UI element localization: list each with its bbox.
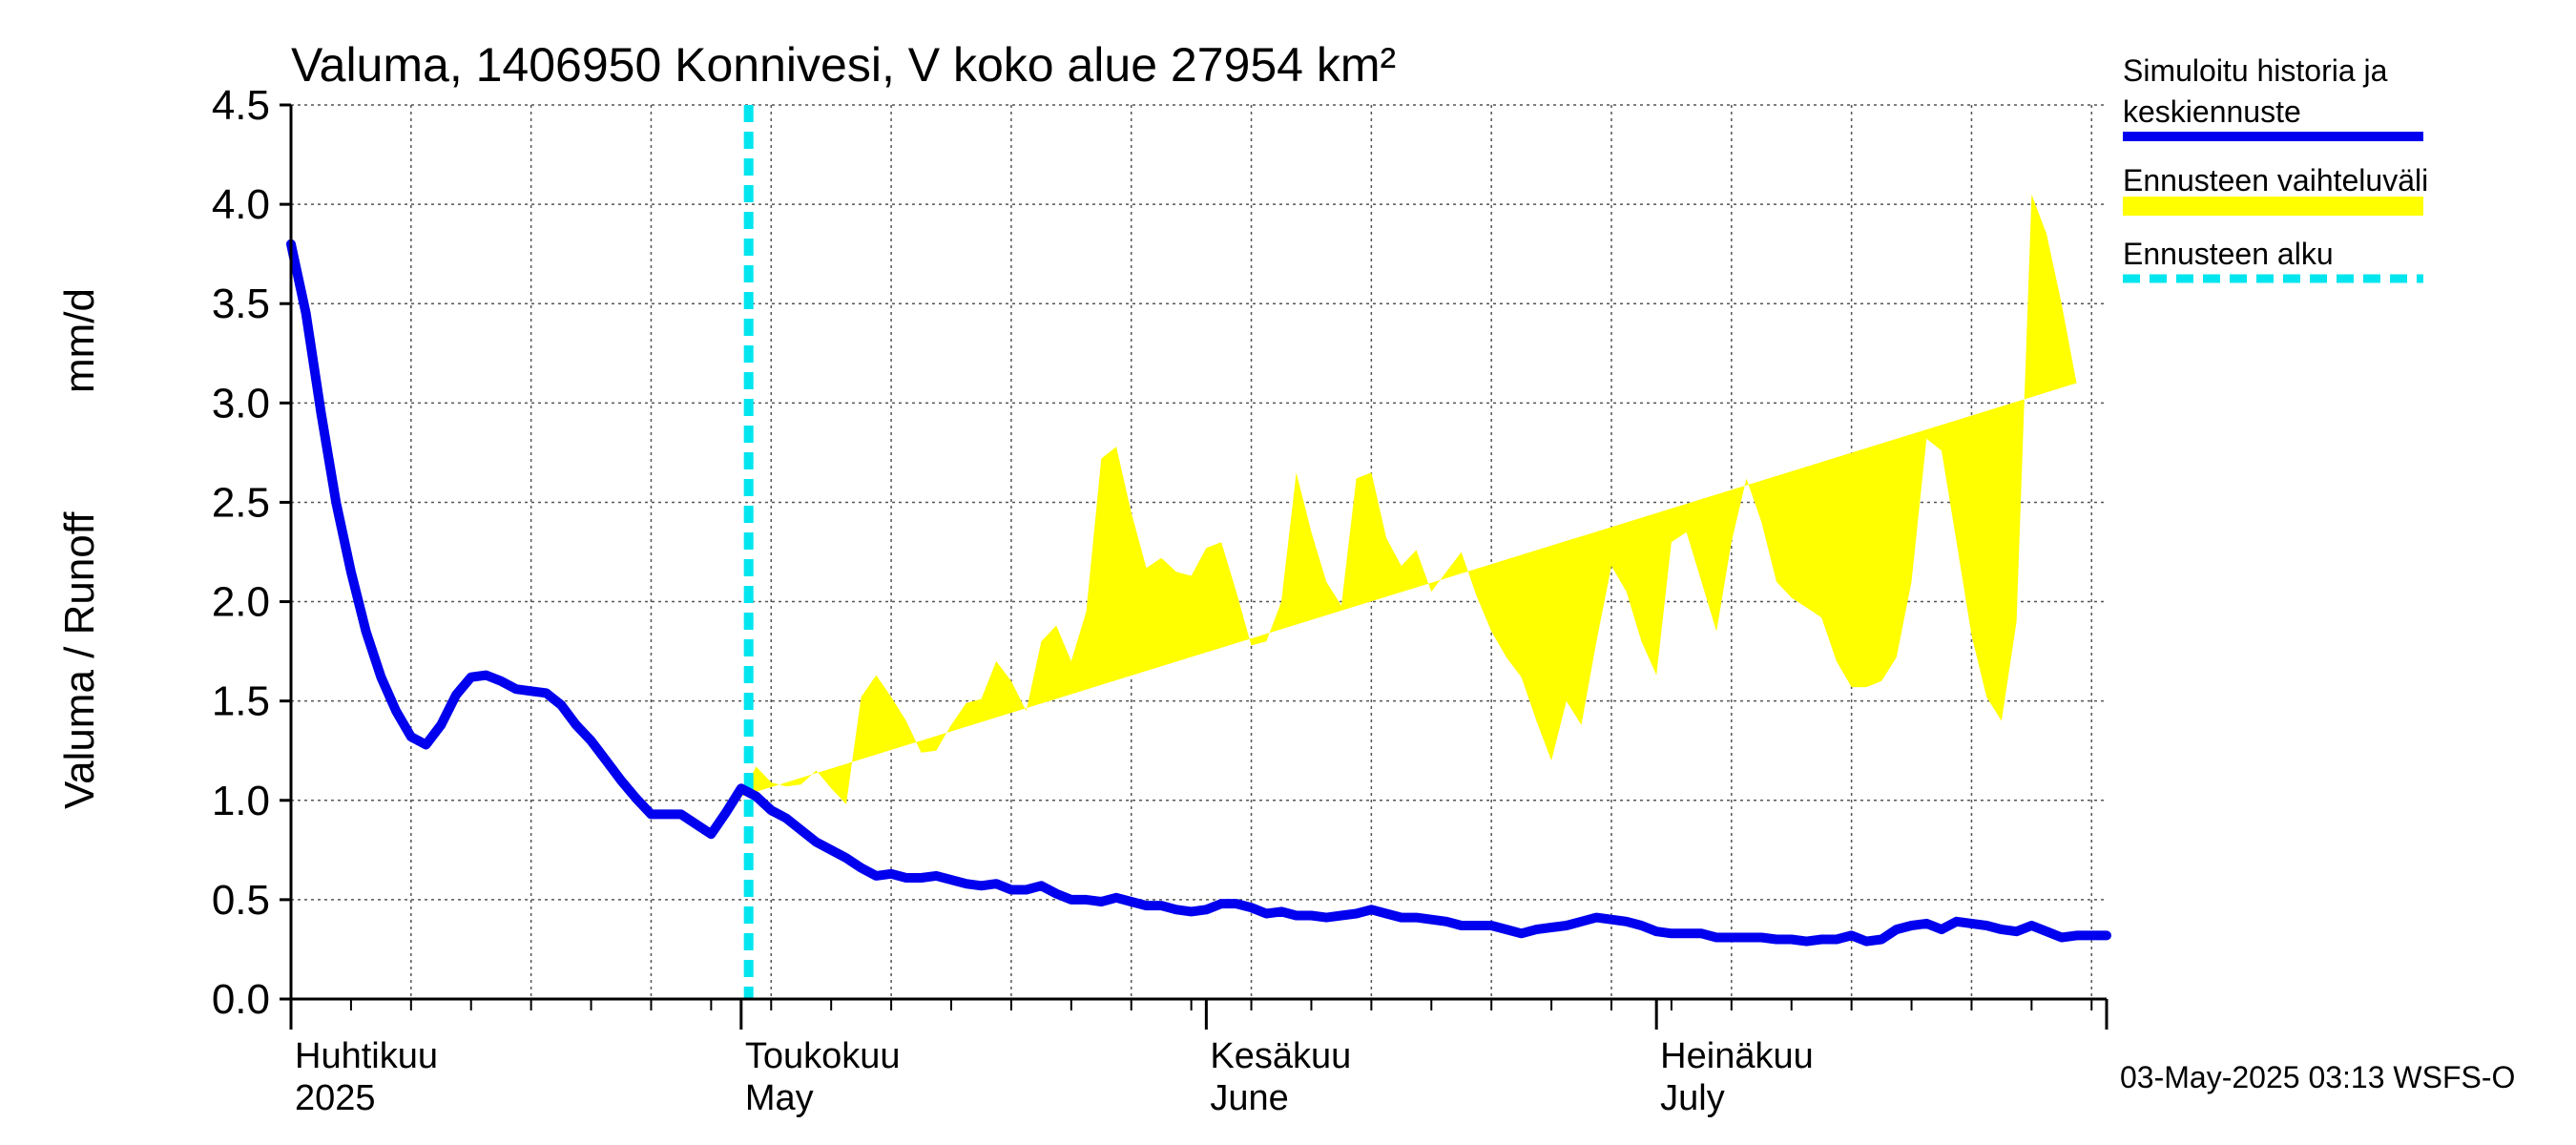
- y-tick-label: 4.5: [212, 82, 270, 129]
- legend-label-range: Ennusteen vaihteluväli: [2123, 163, 2428, 198]
- y-tick-label: 0.5: [212, 877, 270, 924]
- y-tick-label: 2.0: [212, 579, 270, 626]
- x-month-sublabel: 2025: [295, 1078, 376, 1118]
- axes: [280, 103, 2109, 1030]
- x-month-sublabel: June: [1210, 1078, 1288, 1118]
- y-tick-label: 3.0: [212, 380, 270, 427]
- x-month-label: Huhtikuu: [295, 1036, 438, 1076]
- y-tick-label: 2.5: [212, 479, 270, 526]
- x-month-sublabel: July: [1660, 1078, 1725, 1118]
- legend-label-simulated-line1: Simuloitu historia ja: [2123, 53, 2388, 88]
- y-tick-label: 1.0: [212, 778, 270, 824]
- legend-label-simulated-line2: keskiennuste: [2123, 94, 2301, 129]
- y-axis-label-unit: mm/d: [56, 288, 103, 393]
- y-tick-label: 0.0: [212, 976, 270, 1023]
- forecast-range-band: [740, 194, 2077, 804]
- x-month-sublabel: May: [745, 1078, 814, 1118]
- grid-lines: [290, 104, 2107, 1000]
- y-axis-label-runoff: Valuma / Runoff: [56, 511, 103, 809]
- legend-label-forecast-start: Ennusteen alku: [2123, 237, 2334, 271]
- y-tick-label: 4.0: [212, 181, 270, 228]
- y-tick-label: 1.5: [212, 678, 270, 725]
- y-tick-labels: 0.0 0.5 1.0 1.5 2.0 2.5 3.0 3.5 4.0 4.5: [212, 82, 270, 1023]
- x-month-label: Kesäkuu: [1210, 1036, 1351, 1076]
- y-tick-label: 3.5: [212, 281, 270, 327]
- x-month-label: Heinäkuu: [1660, 1036, 1814, 1076]
- simulated-runoff-line: [286, 239, 2111, 947]
- chart-title: Valuma, 1406950 Konnivesi, V koko alue 2…: [291, 38, 1396, 92]
- legend: Simuloitu historia ja keskiennuste Ennus…: [2123, 53, 2428, 283]
- footer-timestamp: 03-May-2025 03:13 WSFS-O: [2120, 1060, 2515, 1094]
- x-month-label: Toukokuu: [745, 1036, 901, 1076]
